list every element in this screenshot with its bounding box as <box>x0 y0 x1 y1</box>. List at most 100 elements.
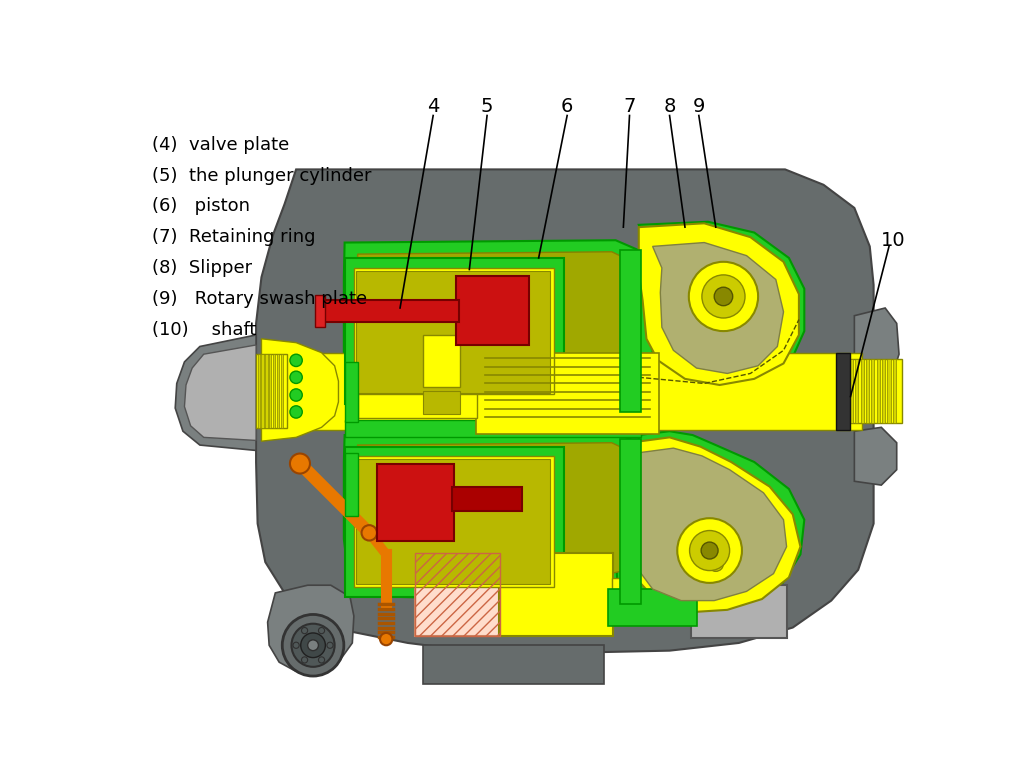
Bar <box>416 553 500 636</box>
Polygon shape <box>639 222 804 377</box>
Circle shape <box>301 628 307 634</box>
Bar <box>356 271 550 393</box>
Bar <box>345 258 564 404</box>
Polygon shape <box>854 427 897 485</box>
Circle shape <box>689 262 758 331</box>
Bar <box>453 487 521 511</box>
Bar <box>345 420 641 437</box>
Circle shape <box>701 275 745 318</box>
Bar <box>611 578 639 624</box>
Circle shape <box>290 371 302 383</box>
Bar <box>356 459 550 584</box>
Text: (6)   piston: (6) piston <box>153 197 250 216</box>
Text: 10: 10 <box>881 231 905 249</box>
Bar <box>499 553 612 636</box>
Polygon shape <box>256 169 873 653</box>
Circle shape <box>708 556 724 571</box>
Polygon shape <box>267 585 354 671</box>
Text: 9: 9 <box>692 97 705 115</box>
Bar <box>269 354 271 428</box>
Text: (10)    shaft: (10) shaft <box>153 320 256 339</box>
Bar <box>850 359 853 424</box>
Polygon shape <box>639 223 799 385</box>
Text: (8)  Slipper: (8) Slipper <box>153 259 252 277</box>
Circle shape <box>307 640 318 651</box>
Bar <box>855 359 858 424</box>
Bar <box>836 353 850 430</box>
Bar <box>423 335 460 387</box>
Text: (9)   Rotary swash plate: (9) Rotary swash plate <box>153 290 368 308</box>
Circle shape <box>677 518 742 583</box>
Polygon shape <box>344 433 652 599</box>
Bar <box>620 439 641 604</box>
Circle shape <box>292 624 335 667</box>
Bar <box>691 585 787 638</box>
Circle shape <box>290 454 310 474</box>
Bar <box>354 456 554 587</box>
Bar <box>866 359 869 424</box>
Circle shape <box>290 354 302 367</box>
Circle shape <box>290 406 302 418</box>
Text: 6: 6 <box>561 97 573 115</box>
Circle shape <box>283 614 344 676</box>
Circle shape <box>327 642 333 648</box>
Bar <box>281 354 283 428</box>
Polygon shape <box>854 308 899 381</box>
Bar <box>377 464 454 541</box>
Circle shape <box>318 657 325 663</box>
Polygon shape <box>357 252 640 419</box>
Bar <box>322 300 459 322</box>
Circle shape <box>301 633 326 658</box>
Bar <box>882 359 885 424</box>
Polygon shape <box>175 335 256 450</box>
Bar <box>608 589 696 626</box>
Text: 8: 8 <box>664 97 676 115</box>
Polygon shape <box>261 339 339 441</box>
Bar <box>357 364 477 418</box>
Circle shape <box>301 657 307 663</box>
Bar <box>475 353 658 434</box>
Polygon shape <box>652 243 783 373</box>
Bar <box>258 354 260 428</box>
Circle shape <box>290 389 302 401</box>
Text: 4: 4 <box>427 97 439 115</box>
Bar <box>345 362 358 422</box>
Circle shape <box>361 525 377 541</box>
Bar <box>416 553 500 636</box>
Polygon shape <box>184 345 256 440</box>
Text: (7)  Retaining ring: (7) Retaining ring <box>153 228 315 246</box>
Text: (5)  the plunger cylinder: (5) the plunger cylinder <box>153 166 372 185</box>
Polygon shape <box>615 431 804 618</box>
Circle shape <box>380 633 392 645</box>
Polygon shape <box>344 240 652 430</box>
Bar <box>457 276 529 345</box>
Polygon shape <box>357 443 640 587</box>
Bar <box>888 359 891 424</box>
Polygon shape <box>423 645 604 684</box>
Circle shape <box>701 542 718 559</box>
Circle shape <box>714 287 733 306</box>
Bar <box>261 354 264 428</box>
Polygon shape <box>630 448 786 601</box>
Polygon shape <box>628 437 801 612</box>
Bar <box>315 295 325 327</box>
Bar <box>345 447 564 597</box>
Text: 5: 5 <box>481 97 494 115</box>
Bar <box>273 354 275 428</box>
Bar <box>345 453 358 516</box>
Bar <box>276 354 280 428</box>
Circle shape <box>698 547 733 581</box>
Bar <box>871 359 874 424</box>
Bar <box>860 359 863 424</box>
Bar <box>265 354 267 428</box>
Bar <box>877 359 880 424</box>
Text: (4)  valve plate: (4) valve plate <box>153 136 290 154</box>
Circle shape <box>293 642 299 648</box>
Bar <box>256 354 287 428</box>
Bar <box>261 353 862 430</box>
Text: 7: 7 <box>624 97 636 115</box>
Bar <box>354 268 554 394</box>
Circle shape <box>689 531 730 571</box>
Bar <box>620 250 641 412</box>
Bar <box>893 359 896 424</box>
